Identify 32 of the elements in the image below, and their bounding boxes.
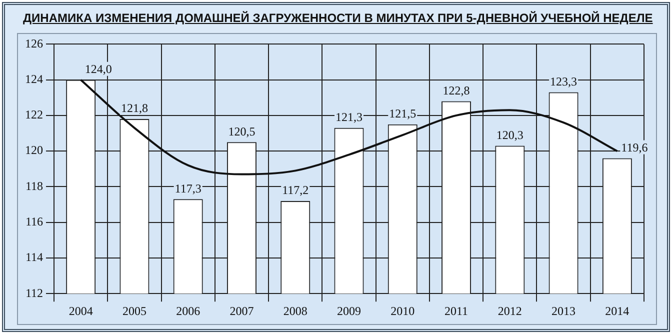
data-label: 121,5 (389, 106, 416, 121)
y-tick-label: 126 (25, 36, 43, 50)
y-tick-label: 116 (25, 214, 43, 228)
x-tick-label: 2008 (283, 304, 308, 318)
x-tick-label: 2004 (68, 304, 93, 318)
line-series (80, 78, 618, 176)
data-label: 121,3 (336, 110, 362, 124)
x-tick-label: 2006 (176, 304, 200, 318)
x-tick-label: 2011 (444, 304, 468, 318)
data-label: 117,2 (282, 183, 309, 198)
data-label: 123,3 (550, 74, 578, 88)
y-tick-label: 124 (25, 72, 43, 86)
y-tick-label: 112 (25, 286, 43, 300)
y-tick-label: 122 (25, 108, 43, 122)
x-tick-label: 2014 (605, 304, 630, 318)
x-tick-label: 2012 (498, 304, 522, 318)
data-label: 119,6 (621, 140, 648, 154)
x-tick-label: 2013 (552, 304, 576, 318)
x-tick-label: 2009 (337, 304, 361, 318)
y-tick-label: 114 (25, 250, 43, 264)
y-tick-label: 118 (25, 178, 43, 193)
chart-title: ДИНАМИКА ИЗМЕНЕНИЯ ДОМАШНЕЙ ЗАГРУЖЕННОСТИ В МИНУТАХ ПРИ 5-ДНЕВНОЙ УЧЕБНОЙ НЕДЕЛЕ (23, 11, 653, 25)
data-label: 121,8 (120, 101, 148, 116)
x-tick-label: 2010 (390, 304, 415, 318)
y-tick-label: 120 (25, 143, 43, 158)
x-tick-label: 2007 (230, 304, 254, 318)
x-tick-label: 2005 (122, 304, 146, 318)
data-label: 124,0 (84, 62, 112, 76)
data-label: 120,3 (496, 128, 524, 142)
data-label: 117,3 (174, 181, 202, 196)
data-label: 120,5 (228, 124, 256, 138)
data-label: 122,8 (442, 83, 470, 98)
